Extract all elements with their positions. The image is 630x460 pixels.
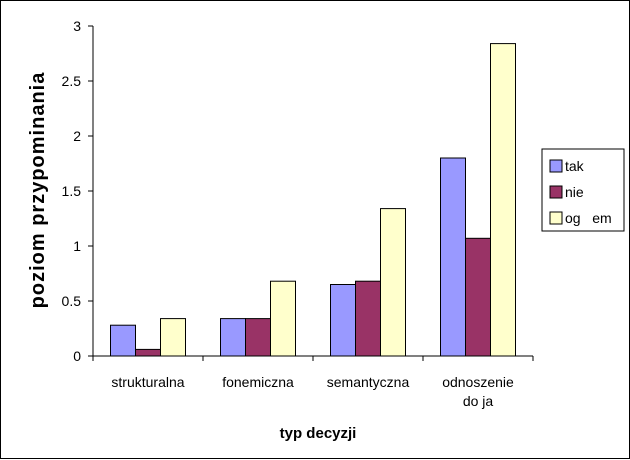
legend-label: nie <box>565 184 584 200</box>
y-tick-label: 1.5 <box>62 183 82 199</box>
y-tick-labels: 0 0.5 1 1.5 2 2.5 3 <box>62 18 82 364</box>
y-tick-label: 0 <box>73 348 81 364</box>
legend-label: tak <box>565 158 585 174</box>
legend: tak nie og em <box>541 148 625 232</box>
legend-swatch-tak <box>549 159 563 173</box>
x-category-label: fonemiczna <box>222 374 294 390</box>
x-axis-label: typ decyzji <box>280 425 357 442</box>
bar-nie-2 <box>355 280 381 357</box>
y-tick-label: 2.5 <box>62 73 82 89</box>
x-category-label: strukturalna <box>111 374 184 390</box>
bar-tak-1 <box>220 318 246 357</box>
bar-tak-2 <box>330 284 356 357</box>
bar-og-em-2 <box>380 208 406 357</box>
bar-nie-0 <box>135 348 161 357</box>
y-axis-label: poziom przypominania <box>27 72 49 309</box>
bar-nie-1 <box>245 318 271 357</box>
x-category-label: odnoszenie do ja <box>442 374 514 409</box>
bar-tak-0 <box>110 324 136 357</box>
bar-og-em-3 <box>490 43 516 357</box>
x-category-labels: strukturalna fonemiczna semantyczna odnosze… <box>111 374 514 409</box>
legend-label: og em <box>565 210 612 226</box>
y-tick-label: 2 <box>73 128 81 144</box>
y-tick-label: 1 <box>73 238 81 254</box>
bar-og-em-0 <box>160 318 186 357</box>
y-tick-label: 3 <box>73 18 81 34</box>
bar-tak-3 <box>440 157 466 357</box>
legend-swatch-nie <box>549 185 563 199</box>
legend-swatch-og-em <box>549 211 563 225</box>
bar-og-em-1 <box>270 280 296 357</box>
bars <box>110 43 516 357</box>
x-category-label: semantyczna <box>327 374 410 390</box>
y-tick-label: 0.5 <box>62 293 82 309</box>
bar-nie-3 <box>465 237 491 357</box>
